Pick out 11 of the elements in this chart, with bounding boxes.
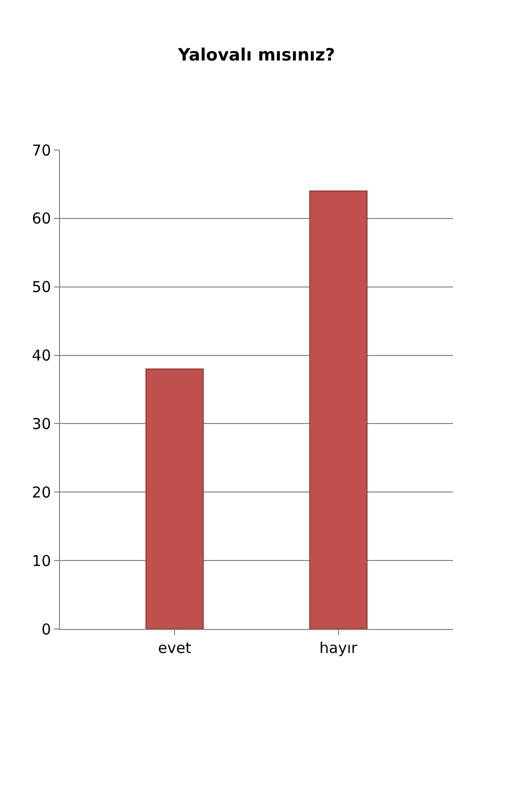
y-tick-label: 70 [32,141,51,160]
chart-title: Yalovalı mısınız? [176,45,336,66]
y-tick-label: 60 [32,210,51,228]
y-tick-label: 20 [32,483,51,502]
y-tick-label: 30 [32,414,51,433]
x-tick-label: hayır [319,639,358,657]
y-tick-label: 50 [32,278,51,296]
y-tick-label: 40 [32,346,51,365]
x-tick-label: evet [158,639,192,657]
y-tick-label: 10 [32,552,51,570]
y-tick-label: 0 [41,620,51,638]
